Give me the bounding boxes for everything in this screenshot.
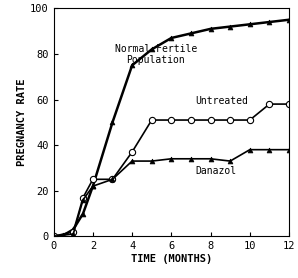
X-axis label: TIME (MONTHS): TIME (MONTHS)	[131, 254, 212, 264]
Text: Untreated: Untreated	[195, 96, 248, 106]
Text: Normal Fertile
Population: Normal Fertile Population	[114, 44, 197, 65]
Text: Danazol: Danazol	[195, 166, 236, 176]
Y-axis label: PREGNANCY RATE: PREGNANCY RATE	[17, 79, 27, 166]
